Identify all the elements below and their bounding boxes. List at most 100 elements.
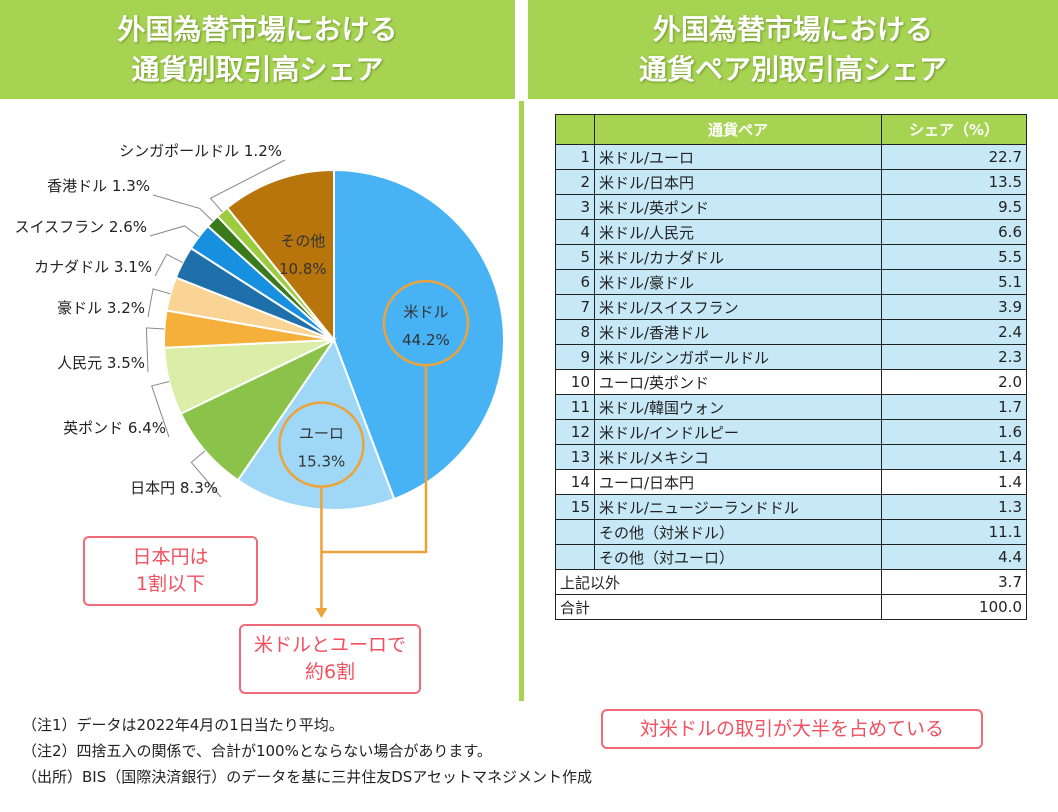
- table-cell-rank: 2: [555, 169, 595, 195]
- table-cell-rank: 6: [555, 269, 595, 295]
- table-cell-share: 5.1: [881, 269, 1027, 295]
- note-1: （注1）データは2022年4月の1日当たり平均。: [22, 716, 344, 734]
- table-cell-pair: 米ドル/ニュージーランドドル: [594, 494, 882, 520]
- pie-slice: [236, 337, 396, 511]
- table-cell-pair: 米ドル/韓国ウォン: [594, 394, 882, 420]
- table-row: 7 米ドル/スイスフラン 3.9: [555, 294, 1027, 320]
- currency-pair-share-table: 通貨ペア シェア（%） 1 米ドル/ユーロ 22.7 2 米ドル/日本円 13.5 3 米ドル…: [555, 114, 1027, 620]
- table-cell-share: 11.1: [881, 519, 1027, 545]
- table-cell-pair: 米ドル/カナダドル: [594, 244, 882, 270]
- table-row: 13 米ドル/メキシコ 1.4: [555, 444, 1027, 470]
- leader-line: [145, 327, 165, 373]
- right-title-line1: 外国為替市場における: [652, 13, 933, 46]
- currency-share-pie-chart: 米ドル 44.2% ユーロ 15.3% その他 10.8% 日本円 8.3% 英ポンド 6.4…: [15, 142, 505, 618]
- left-title-banner: 外国為替市場における 通貨別取引高シェア: [0, 0, 515, 99]
- callout-usd-majority: 対米ドルの取引が大半を占めている: [601, 709, 983, 749]
- table-row: 1 米ドル/ユーロ 22.7: [555, 144, 1027, 170]
- callout-usd-eur-60pct: 米ドルとユーロで 約6割: [239, 624, 421, 694]
- table-cell-share: 2.4: [881, 319, 1027, 345]
- table-cell-rank: 9: [555, 344, 595, 370]
- pie-outer-label: カナダドル 3.1%: [34, 258, 152, 276]
- table-row: 5 米ドル/カナダドル 5.5: [555, 244, 1027, 270]
- table-cell-rank: 1: [555, 144, 595, 170]
- pie-inner-label-value: 10.8%: [279, 260, 327, 278]
- table-cell-rank: 8: [555, 319, 595, 345]
- pie-outer-label: シンガポールドル 1.2%: [119, 142, 282, 160]
- leader-line: [147, 288, 171, 318]
- pie-leader-lines: [145, 159, 470, 618]
- connector-line: [321, 365, 428, 554]
- pie-inner-label-name: その他: [280, 232, 325, 250]
- table-cell-rank: 13: [555, 444, 595, 470]
- table-cell-pair: 米ドル/スイスフラン: [594, 294, 882, 320]
- table-header-share: シェア（%）: [881, 114, 1027, 145]
- table-cell-share: 2.0: [881, 369, 1027, 395]
- callout-usdeur-line1: 米ドルとユーロで: [253, 634, 406, 656]
- table-cell-rank: 5: [555, 244, 595, 270]
- callout-jpy-line2: 1割以下: [135, 573, 206, 595]
- leader-line: [149, 225, 200, 238]
- table-row-other-label: 上記以外: [555, 569, 882, 595]
- table-cell-share: 22.7: [881, 144, 1027, 170]
- leader-line: [190, 450, 222, 498]
- pie-slices: [163, 168, 505, 511]
- note-2: （注2）四捨五入の関係で、合計が100%とならない場合があります。: [22, 742, 492, 760]
- table-cell-pair: 米ドル/インドルピー: [594, 419, 882, 445]
- table-cell-pair: その他（対ユーロ）: [594, 544, 882, 570]
- pie-outer-label: 日本円 8.3%: [130, 479, 218, 497]
- table-row: 10 ユーロ/英ポンド 2.0: [555, 369, 1027, 395]
- leader-line: [151, 381, 170, 438]
- table-cell-pair: ユーロ/日本円: [594, 469, 882, 495]
- pie-inner-label-value: 15.3%: [298, 453, 346, 471]
- callout-jpy-under-10pct: 日本円は 1割以下: [83, 536, 258, 606]
- table-cell-share: 6.6: [881, 219, 1027, 245]
- table-cell-pair: その他（対米ドル）: [594, 519, 882, 545]
- table-cell-pair: 米ドル/英ポンド: [594, 194, 882, 220]
- pie-labels: 米ドル 44.2% ユーロ 15.3% その他 10.8% 日本円 8.3% 英ポンド 6.4…: [15, 142, 450, 497]
- section-divider: [519, 101, 524, 701]
- table-row-other-value: 3.7: [881, 569, 1027, 595]
- table-row: 8 米ドル/香港ドル 2.4: [555, 319, 1027, 345]
- table-row-total-label: 合計: [555, 594, 882, 620]
- table-cell-pair: 米ドル/豪ドル: [594, 269, 882, 295]
- table-row: 11 米ドル/韓国ウォン 1.7: [555, 394, 1027, 420]
- table-cell-share: 1.4: [881, 444, 1027, 470]
- left-title-line1: 外国為替市場における: [117, 13, 398, 46]
- pie-inner-label-value: 44.2%: [402, 331, 450, 349]
- table-row-total-value: 100.0: [881, 594, 1027, 620]
- pie-slice: [225, 168, 335, 343]
- table-body: 1 米ドル/ユーロ 22.7 2 米ドル/日本円 13.5 3 米ドル/英ポンド 9.5 4 米ドル…: [555, 144, 1027, 620]
- leader-line: [152, 194, 213, 222]
- table-row: その他（対米ドル） 11.1: [555, 519, 1027, 545]
- right-title-banner: 外国為替市場における 通貨ペア別取引高シェア: [528, 0, 1058, 99]
- table-header-row: 通貨ペア シェア（%）: [555, 114, 1027, 145]
- table-cell-share: 1.3: [881, 494, 1027, 520]
- pie-inner-label-name: 米ドル: [403, 303, 448, 321]
- leader-line: [209, 159, 286, 213]
- callout-jpy-line1: 日本円は: [132, 546, 209, 568]
- table-row: 12 米ドル/インドルピー 1.6: [555, 419, 1027, 445]
- table-cell-share: 9.5: [881, 194, 1027, 220]
- pie-slice: [179, 337, 337, 482]
- left-title-line2: 通貨別取引高シェア: [131, 53, 384, 86]
- table-cell-rank: 12: [555, 419, 595, 445]
- table-row: 6 米ドル/豪ドル 5.1: [555, 269, 1027, 295]
- leader-line: [154, 253, 183, 277]
- table-cell-rank: 7: [555, 294, 595, 320]
- table-header-pair: 通貨ペア: [594, 114, 882, 145]
- table-row: その他（対ユーロ） 4.4: [555, 544, 1027, 570]
- table-cell-pair: ユーロ/英ポンド: [594, 369, 882, 395]
- table-row: 2 米ドル/日本円 13.5: [555, 169, 1027, 195]
- pie-outer-label: 英ポンド 6.4%: [63, 419, 166, 437]
- table-row-other: 上記以外 3.7: [555, 569, 1027, 595]
- table-cell-share: 1.7: [881, 394, 1027, 420]
- table-cell-rank: 4: [555, 219, 595, 245]
- pie-outer-label: 香港ドル 1.3%: [47, 177, 150, 195]
- table-cell-pair: 米ドル/人民元: [594, 219, 882, 245]
- table-cell-pair: 米ドル/日本円: [594, 169, 882, 195]
- table-cell-share: 3.9: [881, 294, 1027, 320]
- table-header-rank: [555, 114, 595, 145]
- table-cell-rank: [555, 544, 595, 570]
- table-cell-share: 4.4: [881, 544, 1027, 570]
- callout-usdeur-line2: 約6割: [304, 661, 356, 683]
